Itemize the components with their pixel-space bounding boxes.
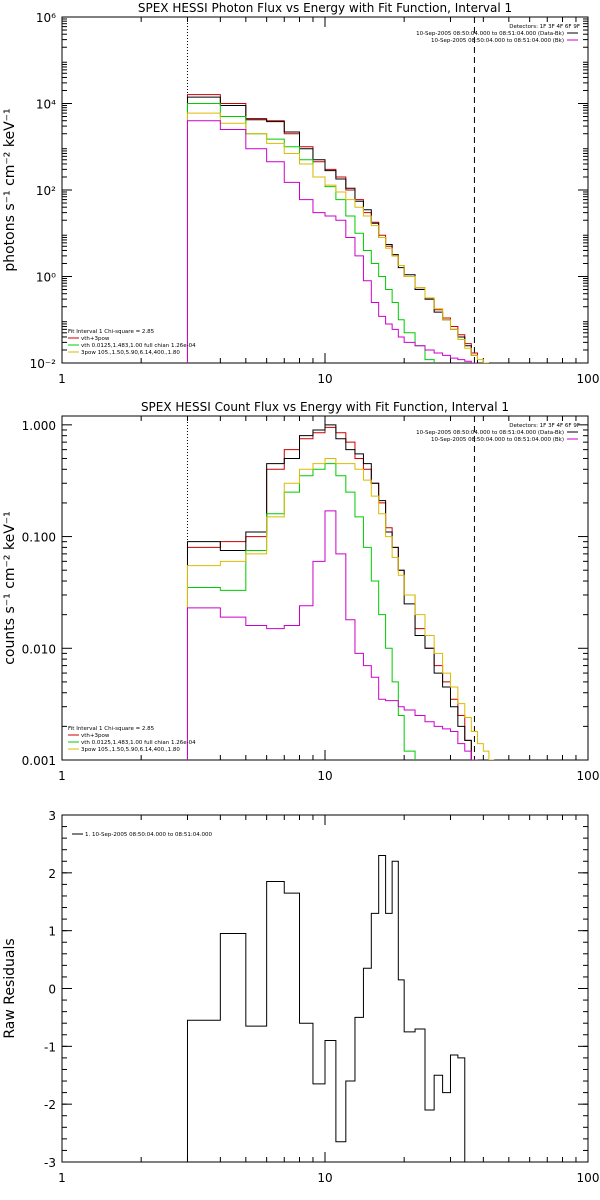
y-tick-label: -2 (44, 1098, 56, 1112)
series-bk (186, 120, 478, 363)
x-tick-label: 100 (577, 1171, 600, 1185)
y-tick-label: 10⁴ (36, 98, 56, 112)
legend-entry: vth 0.0125,1.483,1.00 full chian 1.26e-0… (81, 343, 196, 349)
count-flux-chart: SPEX HESSI Count Flux vs Energy with Fit… (2, 400, 599, 783)
series-data-bk (186, 96, 478, 363)
y-tick-label: -1 (44, 1040, 56, 1054)
y-tick-label: 1.000 (22, 419, 56, 433)
data-series-group (186, 424, 495, 760)
legend-entry: 10-Sep-2005 08:50:04.000 to 08:51:04.000… (431, 437, 564, 443)
legend-entry: vth+3pow (81, 336, 110, 342)
series-vth (186, 103, 435, 363)
data-series-group (186, 854, 466, 1162)
legend-entry: 3pow 105.,1.50,5.90,6.14,400.,1.80 (81, 350, 180, 356)
series-vth-3pow (186, 426, 472, 760)
y-axis-label: counts s⁻¹ cm⁻² keV⁻¹ (2, 511, 18, 665)
legend-entry: 3pow 105.,1.50,5.90,6.14,400.,1.80 (81, 747, 180, 753)
legend-entry: vth+3pow (81, 733, 110, 739)
x-tick-label: 1 (58, 372, 66, 386)
x-tick-label: 10 (317, 769, 332, 783)
chart-title: SPEX HESSI Count Flux vs Energy with Fit… (141, 400, 509, 414)
x-tick-label: 10 (317, 372, 332, 386)
legend-entry: vth 0.0125,1.483,1.00 full chian 1.26e-0… (81, 740, 196, 746)
legend-header: Fit Interval 1 Chi-square = 2.85 (68, 329, 155, 335)
x-tick-label: 10 (317, 1171, 332, 1185)
y-tick-label: 10² (36, 184, 56, 198)
y-tick-label: -3 (44, 1156, 56, 1170)
y-axis-label: photons s⁻¹ cm⁻² keV⁻¹ (2, 108, 18, 271)
x-tick-label: 100 (577, 372, 600, 386)
series-bk (186, 510, 478, 760)
series-data-bk (186, 424, 472, 760)
y-tick-label: 10⁻² (30, 357, 57, 371)
y-tick-label: 0.100 (22, 531, 56, 545)
series-vth-3pow (186, 94, 478, 363)
x-tick-label: 1 (58, 1171, 66, 1185)
y-tick-label: 3 (48, 809, 56, 823)
legend-entry: 10-Sep-2005 08:50:04.000 to 08:51:04.000… (431, 38, 564, 44)
residuals-chart: Raw Residuals 1 10 100 -3 -2 -1 0 1 2 3 1. 10-Sep-2… (2, 809, 599, 1185)
series-3pow (186, 457, 495, 760)
chart-title: SPEX HESSI Photon Flux vs Energy with Fi… (138, 1, 512, 15)
y-tick-label: 0.010 (22, 642, 56, 656)
series-3pow (186, 112, 489, 363)
series-1-10-sep-2005-08-50-04-000-to-08-51-04-000 (186, 854, 466, 1162)
y-tick-label: 0 (48, 983, 56, 997)
legend-header: Fit Interval 1 Chi-square = 2.85 (68, 726, 155, 732)
plot-frame (61, 16, 589, 364)
y-tick-label: 2 (48, 867, 56, 881)
data-series-group (186, 94, 489, 363)
series-vth (186, 463, 416, 760)
x-tick-label: 100 (577, 769, 600, 783)
photon-flux-chart: SPEX HESSI Photon Flux vs Energy with Fi… (2, 1, 599, 386)
legend-header: Detectors: 1F 3F 4F 6F 9F (509, 423, 580, 429)
plot-frame (61, 814, 589, 1163)
y-tick-label: 10⁶ (36, 11, 56, 25)
x-tick-label: 1 (58, 769, 66, 783)
y-axis-label: Raw Residuals (2, 938, 18, 1038)
legend-entry: 10-Sep-2005 08:50:04.000 to 08:51:04.000… (416, 31, 564, 37)
legend-header: Detectors: 1F 3F 4F 6F 9F (509, 24, 580, 30)
y-tick-label: 1 (48, 925, 56, 939)
legend-entry: 1. 10-Sep-2005 08:50:04.000 to 08:51:04.… (85, 832, 212, 838)
y-tick-label: 10⁰ (36, 271, 56, 285)
legend-entry: 10-Sep-2005 08:50:04.000 to 08:51:04.000… (416, 430, 564, 436)
y-tick-label: 0.001 (22, 754, 56, 768)
